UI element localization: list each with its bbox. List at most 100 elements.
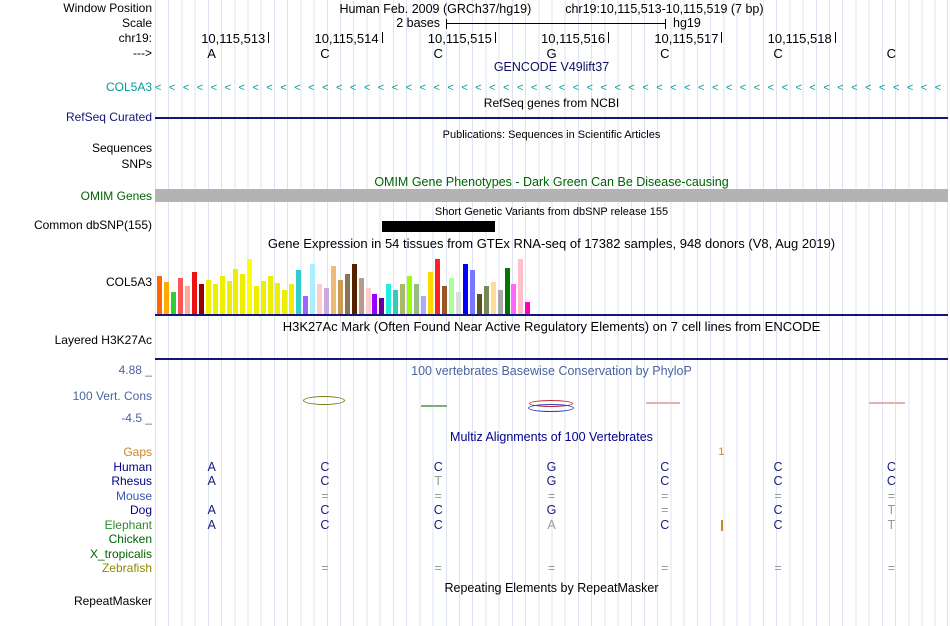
alignment-base[interactable]: C <box>660 460 670 474</box>
alignment-base[interactable]: = <box>661 561 669 575</box>
alignment-base[interactable]: C <box>886 460 896 474</box>
gtex-tissue-bar[interactable] <box>379 298 385 314</box>
gtex-tissue-bar[interactable] <box>219 276 225 314</box>
gtex-tissue-bar[interactable] <box>233 269 239 314</box>
gtex-tissue-bar[interactable] <box>323 288 329 314</box>
gtex-tissue-bar[interactable] <box>344 274 350 314</box>
alignment-base[interactable]: = <box>661 489 669 503</box>
alignment-base[interactable]: A <box>207 460 216 474</box>
gtex-tissue-bar[interactable] <box>372 294 378 314</box>
gtex-tissue-bar[interactable] <box>421 296 427 314</box>
alignment-base[interactable]: G <box>546 474 557 488</box>
alignment-base[interactable]: = <box>774 561 782 575</box>
alignment-base[interactable]: C <box>660 474 670 488</box>
gtex-tissue-bar[interactable] <box>240 274 246 314</box>
alignment-base[interactable]: A <box>207 503 216 517</box>
alignment-base[interactable]: = <box>434 561 442 575</box>
gtex-tissue-bar[interactable] <box>184 286 190 314</box>
gtex-tissue-bar[interactable] <box>268 276 274 314</box>
gtex-tissue-bar[interactable] <box>497 290 503 314</box>
gtex-tissue-bar[interactable] <box>170 292 176 314</box>
gtex-tissue-bar[interactable] <box>511 284 517 314</box>
alignment-base[interactable]: = <box>321 489 329 503</box>
alignment-base[interactable]: = <box>434 489 442 503</box>
alignment-base[interactable]: C <box>886 474 896 488</box>
alignment-base[interactable]: C <box>320 460 330 474</box>
alignment-base[interactable]: = <box>887 561 895 575</box>
alignment-base[interactable]: C <box>433 503 443 517</box>
alignment-base[interactable]: A <box>207 474 216 488</box>
gtex-tissue-bar[interactable] <box>302 296 308 314</box>
gtex-tissue-bar[interactable] <box>441 286 447 314</box>
gtex-tissue-bar[interactable] <box>414 284 420 314</box>
dbsnp-variant-bar[interactable] <box>381 221 495 232</box>
gtex-tissue-bar[interactable] <box>351 264 357 314</box>
gtex-tissue-bar[interactable] <box>289 284 295 314</box>
alignment-base[interactable]: C <box>433 460 443 474</box>
alignment-base[interactable]: G <box>546 503 557 517</box>
alignment-base[interactable]: = <box>321 561 329 575</box>
gencode-gene-line[interactable]: <<<<<<<<<<<<<<<<<<<<<<<<<<<<<<<<<<<<<<<<… <box>155 82 948 94</box>
gtex-tissue-bar[interactable] <box>337 280 343 314</box>
gtex-tissue-bar[interactable] <box>476 294 482 314</box>
gtex-tissue-bar[interactable] <box>163 282 169 314</box>
gtex-tissue-bar[interactable] <box>177 278 183 314</box>
gtex-tissue-bar[interactable] <box>428 272 434 314</box>
alignment-base[interactable]: C <box>773 474 783 488</box>
gtex-tissue-bar[interactable] <box>191 272 197 314</box>
gtex-tissue-bar[interactable] <box>455 292 461 314</box>
alignment-base[interactable]: A <box>547 518 556 532</box>
gtex-tissue-bar[interactable] <box>205 280 211 314</box>
alignment-base[interactable]: T <box>887 518 896 532</box>
alignment-base[interactable]: C <box>773 503 783 517</box>
gtex-tissue-bar[interactable] <box>212 284 218 314</box>
gtex-tissue-bar[interactable] <box>157 276 162 314</box>
alignment-base[interactable]: C <box>320 503 330 517</box>
alignment-base[interactable]: C <box>320 518 330 532</box>
gtex-tissue-bar[interactable] <box>386 284 392 314</box>
alignment-base[interactable]: T <box>887 503 896 517</box>
gtex-tissue-bar[interactable] <box>518 259 524 314</box>
gtex-tissue-bar[interactable] <box>469 270 475 314</box>
alignment-base[interactable]: G <box>546 460 557 474</box>
gtex-tissue-bar[interactable] <box>247 259 253 314</box>
alignment-base[interactable]: = <box>661 503 669 517</box>
alignment-base[interactable]: = <box>774 489 782 503</box>
gtex-tissue-bar[interactable] <box>407 276 413 314</box>
alignment-base[interactable]: T <box>434 474 443 488</box>
alignment-base[interactable]: C <box>433 518 443 532</box>
alignment-base[interactable]: C <box>660 518 670 532</box>
gtex-tissue-bar[interactable] <box>393 290 399 314</box>
alignment-base[interactable]: = <box>887 489 895 503</box>
gtex-tissue-bar[interactable] <box>226 281 232 314</box>
gtex-tissue-bar[interactable] <box>400 284 406 314</box>
gtex-tissue-bar[interactable] <box>330 266 336 314</box>
gtex-tissue-bar[interactable] <box>198 284 204 314</box>
gtex-tissue-bar[interactable] <box>525 302 531 314</box>
gtex-tissue-bar[interactable] <box>358 278 364 314</box>
alignment-base[interactable]: C <box>320 474 330 488</box>
gtex-tissue-bar[interactable] <box>275 283 281 314</box>
h3k27ac-track-line[interactable] <box>155 358 948 360</box>
gtex-tissue-bar[interactable] <box>296 270 301 314</box>
gtex-tissue-bar[interactable] <box>282 290 288 314</box>
gtex-tissue-bar[interactable] <box>504 268 510 314</box>
gtex-tissue-bar[interactable] <box>316 284 322 314</box>
alignment-base[interactable]: = <box>547 561 556 575</box>
gtex-expression-bars[interactable] <box>0 250 950 314</box>
refseq-track-line[interactable] <box>155 117 948 119</box>
gtex-tissue-bar[interactable] <box>490 282 496 314</box>
gtex-tissue-bar[interactable] <box>254 286 260 314</box>
gtex-tissue-bar[interactable] <box>435 259 440 314</box>
alignment-base[interactable]: C <box>773 460 783 474</box>
omim-gene-bar[interactable] <box>155 189 948 202</box>
gtex-tissue-bar[interactable] <box>365 288 371 314</box>
gtex-tissue-bar[interactable] <box>261 281 267 314</box>
gtex-tissue-bar[interactable] <box>309 264 315 314</box>
alignment-base[interactable]: = <box>547 489 556 503</box>
alignment-base[interactable]: A <box>207 518 216 532</box>
alignment-base[interactable]: C <box>773 518 783 532</box>
gtex-tissue-bar[interactable] <box>448 278 454 314</box>
gtex-tissue-bar[interactable] <box>462 264 468 314</box>
gtex-tissue-bar[interactable] <box>483 286 489 314</box>
